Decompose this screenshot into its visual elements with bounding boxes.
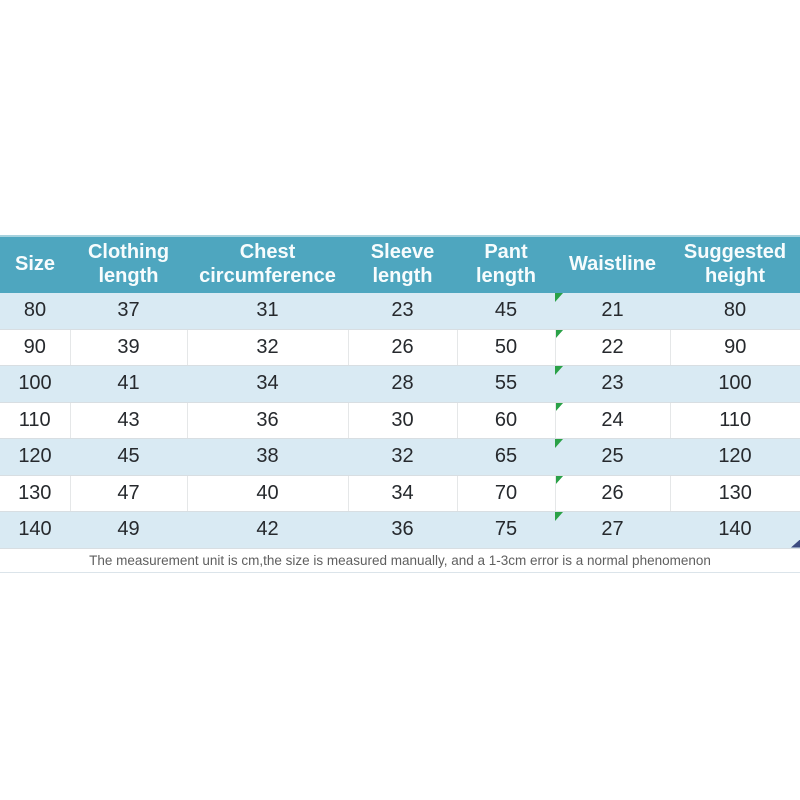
cell-sleeve-length-130: 34 — [347, 475, 458, 512]
cell-suggested-height-80: 80 — [670, 293, 800, 330]
cell-clothing-length-140: 49 — [70, 511, 187, 549]
cell-size-100: 100 — [0, 365, 70, 403]
cell-waistline-120: 25 — [555, 438, 670, 476]
cell-size-80: 80 — [0, 293, 70, 330]
cell-chest-circumference-90: 32 — [186, 329, 349, 366]
cell-waistline-110: 24 — [554, 402, 671, 439]
cell-corner-navy-triangle-icon — [791, 539, 800, 548]
table-row-size-80: 80 37 31 23 45 21 80 — [0, 293, 800, 330]
cell-sleeve-length-100: 28 — [348, 365, 457, 403]
cell-clothing-length-90: 39 — [69, 329, 188, 366]
cell-chest-circumference-140: 42 — [187, 511, 348, 549]
table-row-size-90: 90 39 32 26 50 22 90 — [0, 329, 800, 366]
column-header-pant-length: Pant length — [457, 235, 555, 293]
cell-chest-circumference-110: 36 — [186, 402, 349, 439]
column-header-suggested-height: Suggested height — [670, 235, 800, 293]
cell-clothing-length-80: 37 — [70, 293, 187, 330]
cell-pant-length-140: 75 — [457, 511, 555, 549]
cell-size-90: 90 — [0, 329, 71, 366]
column-header-size: Size — [0, 235, 70, 293]
cell-sleeve-length-110: 30 — [347, 402, 458, 439]
size-table: Size Clothing length Chest circumference Sl… — [0, 235, 800, 549]
cell-corner-green-triangle-icon — [555, 512, 563, 521]
cell-waistline-80: 21 — [555, 293, 670, 330]
cell-corner-green-triangle-icon — [555, 329, 564, 339]
cell-chest-circumference-120: 38 — [187, 438, 348, 476]
cell-pant-length-120: 65 — [457, 438, 555, 476]
header-row: Size Clothing length Chest circumference Sl… — [0, 235, 800, 293]
cell-waistline-90: 22 — [554, 329, 671, 366]
cell-pant-length-90: 50 — [456, 329, 556, 366]
cell-waistline-100: 23 — [555, 365, 670, 403]
cell-corner-green-triangle-icon — [555, 439, 563, 448]
cell-suggested-height-120: 120 — [670, 438, 800, 476]
cell-corner-green-triangle-icon — [555, 366, 563, 375]
cell-size-110: 110 — [0, 402, 71, 439]
cell-corner-green-triangle-icon — [555, 402, 564, 412]
cell-suggested-height-130: 130 — [669, 475, 800, 512]
measurement-note: The measurement unit is cm,the size is m… — [0, 548, 800, 573]
cell-size-140: 140 — [0, 511, 70, 549]
cell-chest-circumference-80: 31 — [187, 293, 348, 330]
table-row-size-100: 100 41 34 28 55 23 100 — [0, 365, 800, 403]
cell-corner-green-triangle-icon — [555, 475, 564, 485]
cell-size-130: 130 — [0, 475, 71, 512]
cell-chest-circumference-130: 40 — [186, 475, 349, 512]
cell-chest-circumference-100: 34 — [187, 365, 348, 403]
cell-pant-length-80: 45 — [457, 293, 555, 330]
column-header-waistline: Waistline — [555, 235, 670, 293]
cell-sleeve-length-80: 23 — [348, 293, 457, 330]
cell-suggested-height-140: 140 — [670, 511, 800, 549]
cell-sleeve-length-120: 32 — [348, 438, 457, 476]
cell-clothing-length-100: 41 — [70, 365, 187, 403]
cell-waistline-130: 26 — [554, 475, 671, 512]
table-row-size-110: 110 43 36 30 60 24 110 — [0, 402, 800, 439]
table-row-size-140: 140 49 42 36 75 27 140 — [0, 511, 800, 549]
size-chart: Size Clothing length Chest circumference Sl… — [0, 235, 800, 573]
table-row-size-130: 130 47 40 34 70 26 130 — [0, 475, 800, 512]
cell-sleeve-length-90: 26 — [347, 329, 458, 366]
cell-suggested-height-90: 90 — [669, 329, 800, 366]
cell-suggested-height-110: 110 — [669, 402, 800, 439]
cell-clothing-length-130: 47 — [69, 475, 188, 512]
cell-pant-length-130: 70 — [456, 475, 556, 512]
cell-pant-length-110: 60 — [456, 402, 556, 439]
cell-suggested-height-100: 100 — [670, 365, 800, 403]
cell-waistline-140: 27 — [555, 511, 670, 549]
cell-pant-length-100: 55 — [457, 365, 555, 403]
cell-clothing-length-110: 43 — [69, 402, 188, 439]
cell-clothing-length-120: 45 — [70, 438, 187, 476]
column-header-chest-circumference: Chest circumference — [187, 235, 348, 293]
table-row-size-120: 120 45 38 32 65 25 120 — [0, 438, 800, 476]
cell-sleeve-length-140: 36 — [348, 511, 457, 549]
cell-size-120: 120 — [0, 438, 70, 476]
cell-corner-green-triangle-icon — [555, 293, 563, 302]
column-header-clothing-length: Clothing length — [70, 235, 187, 293]
column-header-sleeve-length: Sleeve length — [348, 235, 457, 293]
